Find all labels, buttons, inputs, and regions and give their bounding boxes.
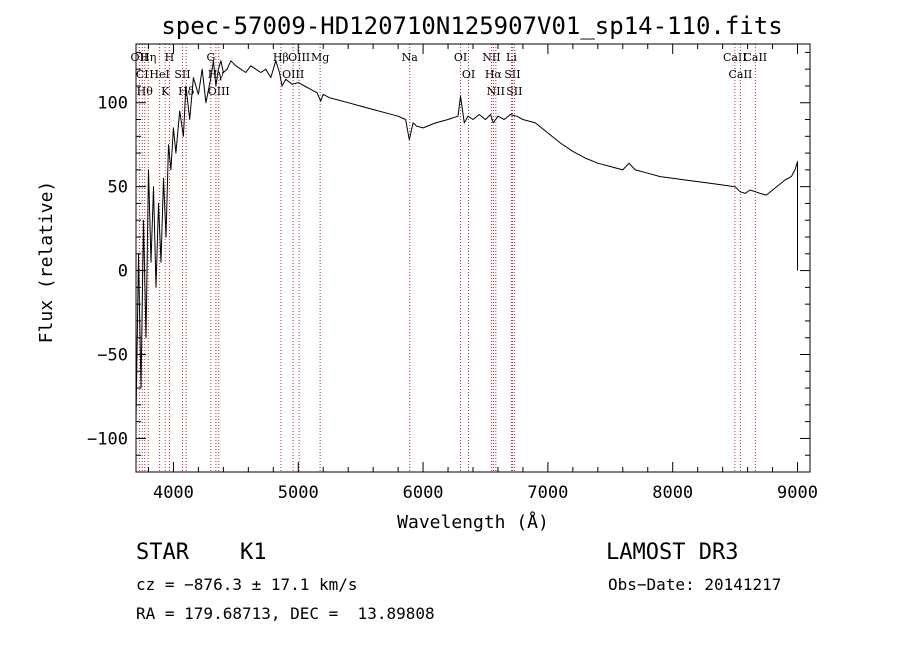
- x-tick-label: 5000: [278, 483, 319, 503]
- line-marker-label: OI: [462, 68, 475, 81]
- line-marker-label: CaII: [723, 51, 747, 64]
- line-marker-label: SII: [504, 68, 520, 81]
- line-marker-label: OI: [454, 51, 467, 64]
- survey-label: LAMOST DR3: [606, 540, 739, 565]
- x-tick-label: 8000: [652, 483, 693, 503]
- y-tick-label: 50: [108, 178, 128, 198]
- x-tick-label: 4000: [153, 483, 194, 503]
- line-marker-label: Hα: [485, 68, 503, 81]
- y-axis-label: Flux (relative): [36, 181, 57, 344]
- line-marker-label: NII: [487, 85, 505, 98]
- line-marker-label: HeI: [149, 68, 169, 81]
- line-marker-label: CaII: [729, 68, 753, 81]
- line-marker-label: G: [206, 51, 215, 64]
- coordinates: RA = 179.68713, DEC = 13.89808: [136, 604, 435, 623]
- line-marker-label: Li: [506, 51, 517, 64]
- object-class: STAR: [136, 540, 189, 565]
- y-tick-label: −50: [97, 346, 128, 366]
- x-tick-label: 6000: [403, 483, 444, 503]
- line-marker-label: SII: [506, 85, 522, 98]
- line-marker-label: H: [165, 51, 175, 64]
- line-marker-label: CI: [136, 68, 149, 81]
- x-axis-label: Wavelength (Å): [397, 511, 549, 533]
- line-marker-label: CaII: [743, 51, 767, 64]
- line-marker-label: Hη: [140, 51, 156, 64]
- object-subclass: K1: [240, 540, 267, 565]
- line-marker-label: Mg: [311, 51, 329, 64]
- y-axis: −100 −50 0 50 100: [87, 51, 810, 456]
- line-marker-label: K: [161, 85, 170, 98]
- line-marker-label: OIII: [288, 51, 310, 64]
- y-tick-label: −100: [87, 429, 128, 449]
- redshift-velocity: cz = −876.3 ± 17.1 km/s: [136, 575, 358, 594]
- x-axis: 4000 5000 6000 7000 8000 9000: [147, 44, 818, 503]
- line-marker-label: Hβ: [273, 51, 289, 64]
- line-marker-label: SII: [174, 68, 190, 81]
- y-tick-label: 100: [97, 94, 128, 114]
- line-marker-label: NII: [482, 51, 500, 64]
- spectrum-line: [135, 60, 798, 422]
- line-marker-label: OII: [131, 51, 149, 64]
- x-tick-label: 9000: [777, 483, 818, 503]
- line-marker-label: OIII: [208, 85, 230, 98]
- line-marker-label: Hθ: [137, 85, 154, 98]
- spectrum-series: [135, 60, 798, 422]
- chart-title: spec-57009-HD120710N125907V01_sp14-110.f…: [161, 12, 782, 40]
- y-tick-label: 0: [118, 262, 128, 282]
- line-marker-label: Na: [402, 51, 419, 64]
- plot-frame: [135, 43, 811, 473]
- x-tick-label: 7000: [527, 483, 568, 503]
- observation-date: Obs−Date: 20141217: [608, 575, 782, 594]
